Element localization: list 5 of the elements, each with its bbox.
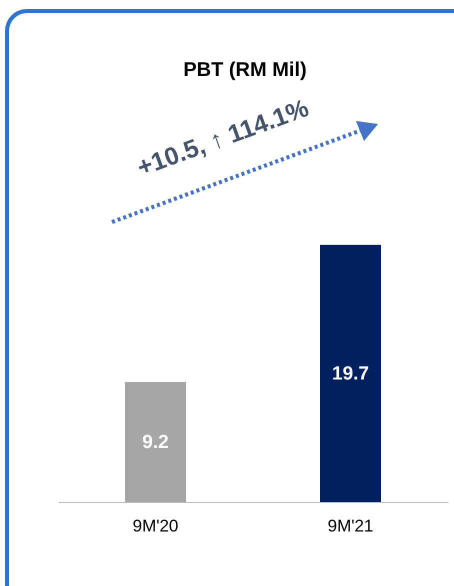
x-tick-label: 9M'21 bbox=[328, 516, 374, 536]
x-tick-label: 9M'20 bbox=[132, 516, 178, 536]
chart-title: PBT (RM Mil) bbox=[183, 59, 307, 81]
data-label: 19.7 bbox=[332, 363, 369, 384]
data-label: 9.2 bbox=[142, 432, 169, 453]
